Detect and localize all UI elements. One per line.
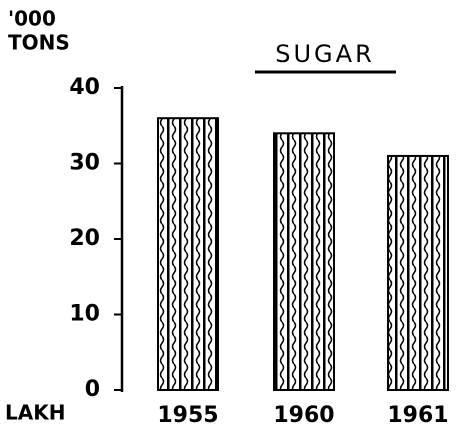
bar <box>273 132 335 392</box>
x-tick-label: 1961 <box>387 403 448 428</box>
y-tick-label: 40 <box>69 75 100 100</box>
y-tick-label: 10 <box>69 302 100 327</box>
x-tick-label: 1955 <box>157 403 218 428</box>
chart-title: SUGAR <box>275 40 375 68</box>
y-label: TONS <box>8 31 70 55</box>
y-tick-label: 30 <box>69 151 100 176</box>
y-tick-label: 0 <box>85 377 100 402</box>
y-tick-label: 20 <box>69 226 100 251</box>
x-tick-label: 1960 <box>273 403 334 428</box>
bar <box>157 117 219 391</box>
bar <box>387 154 449 391</box>
x-label: LAKH <box>5 401 65 425</box>
y-label: '000 <box>8 7 56 31</box>
